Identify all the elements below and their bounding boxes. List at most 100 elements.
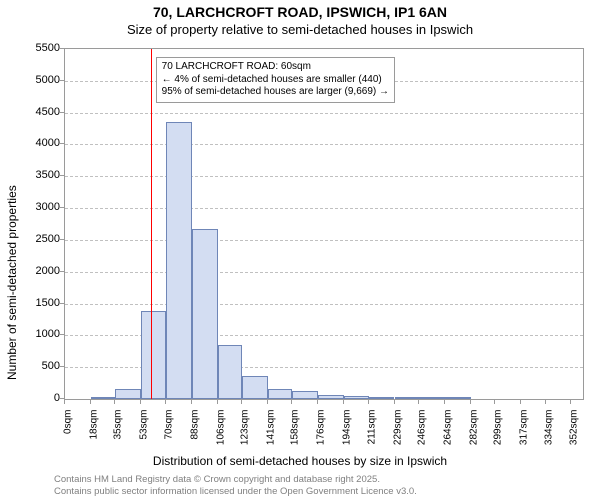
y-tick-mark bbox=[60, 80, 64, 81]
y-tick-label: 1000 bbox=[18, 328, 60, 340]
y-tick-label: 3500 bbox=[18, 169, 60, 181]
x-tick-mark bbox=[494, 400, 495, 404]
y-tick-mark bbox=[60, 303, 64, 304]
annotation-line: 95% of semi-detached houses are larger (… bbox=[162, 86, 389, 99]
histogram-bar bbox=[192, 229, 218, 399]
x-tick-mark bbox=[418, 400, 419, 404]
annotation-line: ← 4% of semi-detached houses are smaller… bbox=[162, 74, 389, 87]
histogram-bar bbox=[395, 397, 419, 399]
x-tick-label: 246sqm bbox=[416, 410, 427, 446]
y-tick-label: 0 bbox=[18, 392, 60, 404]
y-tick-label: 5500 bbox=[18, 42, 60, 54]
y-tick-mark bbox=[60, 143, 64, 144]
x-tick-mark bbox=[140, 400, 141, 404]
x-tick-mark bbox=[343, 400, 344, 404]
x-tick-mark bbox=[291, 400, 292, 404]
x-tick-mark bbox=[191, 400, 192, 404]
histogram-bar bbox=[166, 122, 192, 399]
gridline bbox=[65, 240, 583, 241]
histogram-bar bbox=[268, 389, 292, 399]
x-tick-mark bbox=[90, 400, 91, 404]
gridline bbox=[65, 113, 583, 114]
gridline bbox=[65, 176, 583, 177]
y-tick-label: 3000 bbox=[18, 201, 60, 213]
x-tick-label: 317sqm bbox=[519, 410, 530, 446]
x-tick-mark bbox=[241, 400, 242, 404]
footer-attribution: Contains HM Land Registry data © Crown c… bbox=[54, 474, 417, 498]
y-tick-label: 4500 bbox=[18, 106, 60, 118]
x-tick-label: 106sqm bbox=[215, 410, 226, 446]
histogram-bar bbox=[141, 311, 165, 399]
reference-line bbox=[151, 49, 152, 399]
y-tick-mark bbox=[60, 366, 64, 367]
x-tick-label: 53sqm bbox=[139, 410, 150, 440]
x-tick-mark bbox=[570, 400, 571, 404]
x-tick-label: 229sqm bbox=[392, 410, 403, 446]
x-tick-label: 88sqm bbox=[189, 410, 200, 440]
x-tick-label: 194sqm bbox=[342, 410, 353, 446]
x-tick-mark bbox=[470, 400, 471, 404]
chart-subtitle: Size of property relative to semi-detach… bbox=[0, 22, 600, 37]
y-axis-label: Number of semi-detached properties bbox=[5, 185, 19, 380]
plot-area: 70 LARCHCROFT ROAD: 60sqm← 4% of semi-de… bbox=[64, 48, 584, 400]
x-tick-label: 282sqm bbox=[468, 410, 479, 446]
gridline bbox=[65, 144, 583, 145]
y-tick-mark bbox=[60, 398, 64, 399]
x-tick-mark bbox=[545, 400, 546, 404]
x-tick-label: 176sqm bbox=[316, 410, 327, 446]
y-tick-label: 4000 bbox=[18, 137, 60, 149]
x-tick-mark bbox=[520, 400, 521, 404]
gridline bbox=[65, 304, 583, 305]
title-block: 70, LARCHCROFT ROAD, IPSWICH, IP1 6AN Si… bbox=[0, 4, 600, 37]
x-tick-mark bbox=[368, 400, 369, 404]
x-tick-label: 352sqm bbox=[569, 410, 580, 446]
y-tick-mark bbox=[60, 112, 64, 113]
x-tick-label: 35sqm bbox=[113, 410, 124, 440]
y-tick-label: 1500 bbox=[18, 297, 60, 309]
footer-line-1: Contains HM Land Registry data © Crown c… bbox=[54, 474, 417, 486]
x-tick-mark bbox=[114, 400, 115, 404]
y-tick-mark bbox=[60, 207, 64, 208]
x-tick-label: 123sqm bbox=[239, 410, 250, 446]
x-tick-mark bbox=[444, 400, 445, 404]
y-tick-mark bbox=[60, 271, 64, 272]
y-tick-mark bbox=[60, 175, 64, 176]
histogram-bar bbox=[292, 391, 318, 399]
x-axis-label: Distribution of semi-detached houses by … bbox=[0, 454, 600, 468]
footer-line-2: Contains public sector information licen… bbox=[54, 486, 417, 498]
annotation-header: 70 LARCHCROFT ROAD: 60sqm bbox=[162, 61, 389, 74]
gridline bbox=[65, 208, 583, 209]
histogram-bar bbox=[445, 397, 471, 399]
histogram-bar bbox=[91, 397, 115, 399]
y-tick-label: 5000 bbox=[18, 74, 60, 86]
x-tick-mark bbox=[217, 400, 218, 404]
y-tick-label: 2000 bbox=[18, 265, 60, 277]
x-tick-label: 334sqm bbox=[543, 410, 554, 446]
x-tick-mark bbox=[267, 400, 268, 404]
annotation-box: 70 LARCHCROFT ROAD: 60sqm← 4% of semi-de… bbox=[156, 57, 395, 103]
y-tick-label: 2500 bbox=[18, 233, 60, 245]
x-tick-label: 0sqm bbox=[63, 410, 74, 434]
x-tick-label: 211sqm bbox=[366, 410, 377, 445]
histogram-bar bbox=[369, 397, 395, 399]
x-tick-label: 264sqm bbox=[442, 410, 453, 446]
y-tick-mark bbox=[60, 239, 64, 240]
y-tick-label: 500 bbox=[18, 360, 60, 372]
x-tick-mark bbox=[64, 400, 65, 404]
histogram-bar bbox=[242, 376, 268, 399]
x-tick-label: 158sqm bbox=[290, 410, 301, 446]
y-tick-mark bbox=[60, 48, 64, 49]
gridline bbox=[65, 272, 583, 273]
x-tick-label: 141sqm bbox=[265, 410, 276, 446]
x-tick-mark bbox=[394, 400, 395, 404]
chart-root: 70, LARCHCROFT ROAD, IPSWICH, IP1 6AN Si… bbox=[0, 0, 600, 500]
x-tick-label: 70sqm bbox=[163, 410, 174, 440]
histogram-bar bbox=[419, 397, 445, 399]
histogram-bar bbox=[318, 395, 344, 399]
x-tick-mark bbox=[317, 400, 318, 404]
y-tick-mark bbox=[60, 334, 64, 335]
chart-title: 70, LARCHCROFT ROAD, IPSWICH, IP1 6AN bbox=[0, 4, 600, 20]
x-tick-label: 18sqm bbox=[88, 410, 99, 440]
x-tick-label: 299sqm bbox=[493, 410, 504, 446]
histogram-bar bbox=[344, 396, 368, 399]
